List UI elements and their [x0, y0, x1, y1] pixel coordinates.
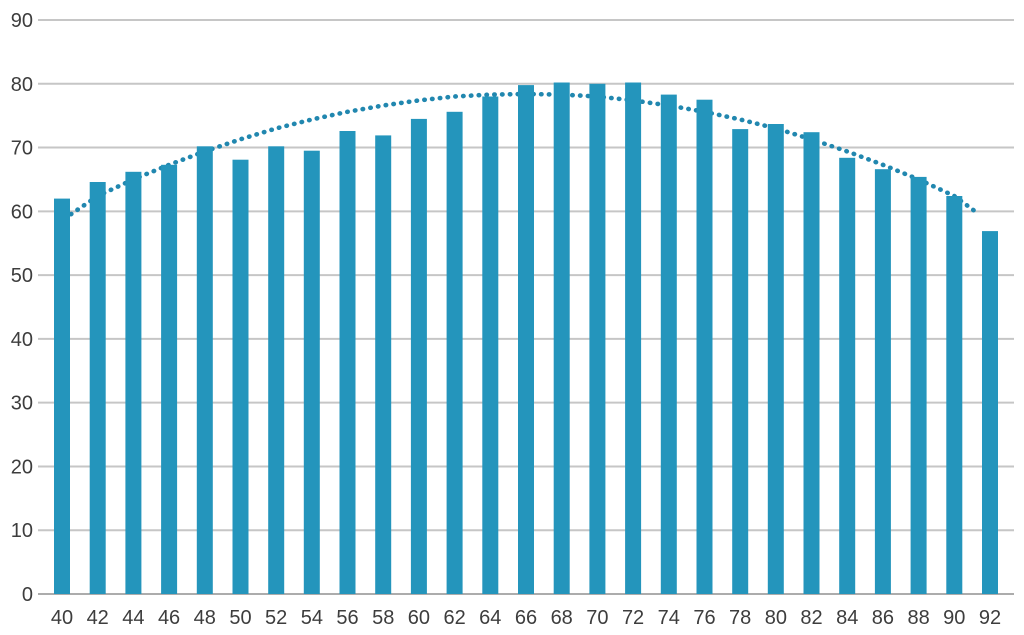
bar	[482, 96, 499, 594]
bar	[874, 169, 891, 594]
y-axis-tick-label: 10	[11, 520, 33, 542]
y-axis-tick-label: 70	[11, 138, 33, 160]
x-axis-tick-label: 66	[515, 607, 537, 629]
x-axis-tick-label: 78	[729, 607, 751, 629]
x-axis-tick-label: 42	[87, 607, 109, 629]
x-axis-tick-label: 52	[265, 607, 287, 629]
bar	[589, 83, 606, 595]
bar	[410, 118, 427, 595]
x-axis-tick-label: 54	[301, 607, 323, 629]
x-axis-tick-label: 80	[765, 607, 787, 629]
x-axis-tick-label: 92	[979, 607, 1001, 629]
bar	[196, 146, 213, 595]
bar	[803, 132, 820, 594]
x-axis-tick-label: 50	[229, 607, 251, 629]
x-axis-tick-label: 88	[907, 607, 929, 629]
y-axis-tick-label: 30	[11, 393, 33, 415]
x-axis-tick-label: 72	[622, 607, 644, 629]
x-axis-tick-label: 60	[408, 607, 430, 629]
x-axis-tick-label: 64	[479, 607, 501, 629]
x-axis-tick-label: 86	[872, 607, 894, 629]
x-axis-tick-label: 70	[586, 607, 608, 629]
y-axis-tick-label: 90	[11, 10, 33, 32]
x-axis-tick-label: 46	[158, 607, 180, 629]
y-axis-tick-label: 20	[11, 456, 33, 478]
x-axis-tick-label: 74	[658, 607, 680, 629]
bar	[89, 182, 106, 594]
y-axis-tick-label: 50	[11, 265, 33, 287]
bar	[625, 82, 642, 594]
bar	[161, 164, 178, 595]
x-axis-tick-label: 68	[551, 607, 573, 629]
y-axis-tick-label: 80	[11, 74, 33, 96]
x-axis-tick-label: 82	[800, 607, 822, 629]
bar	[660, 94, 677, 594]
y-axis-tick-label: 0	[22, 584, 33, 606]
x-axis-tick-label: 44	[122, 607, 144, 629]
x-axis-tick-label: 58	[372, 607, 394, 629]
bar	[125, 171, 142, 595]
x-axis-tick-label: 56	[336, 607, 358, 629]
bar	[375, 135, 392, 594]
bar	[268, 146, 285, 595]
bar	[767, 124, 784, 594]
bar	[946, 196, 963, 594]
y-axis-tick-label: 60	[11, 201, 33, 223]
x-axis-tick-label: 84	[836, 607, 858, 629]
bar	[696, 99, 713, 594]
x-axis-tick-label: 40	[51, 607, 73, 629]
x-axis-tick-label: 48	[194, 607, 216, 629]
x-axis-tick-label: 62	[443, 607, 465, 629]
bar	[839, 157, 856, 595]
bar	[303, 150, 320, 594]
x-axis-tick-label: 90	[943, 607, 965, 629]
x-axis-tick-label: 76	[693, 607, 715, 629]
bar	[54, 198, 70, 594]
bar	[910, 176, 927, 594]
bar	[553, 82, 570, 594]
bar	[982, 231, 998, 594]
bar	[518, 85, 534, 594]
y-axis-tick-label: 40	[11, 329, 33, 351]
bar	[339, 131, 356, 594]
bar	[446, 111, 463, 595]
bar	[232, 159, 249, 594]
bar	[732, 129, 749, 594]
